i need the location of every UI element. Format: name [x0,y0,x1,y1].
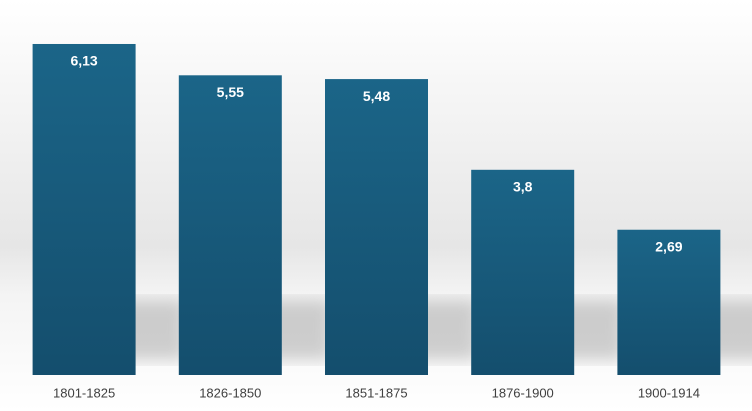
value-label: 2,69 [655,238,682,254]
value-label: 3,8 [513,179,533,195]
x-tick-label: 1826-1850 [199,385,261,400]
x-tick-label: 1900-1914 [638,385,700,400]
value-label: 5,48 [363,88,390,104]
bar [471,169,575,375]
bar [178,75,282,376]
bar [325,79,428,375]
x-tick-label: 1801-1825 [53,385,115,400]
value-label: 6,13 [70,53,97,69]
bar [32,43,136,375]
x-tick-label: 1876-1900 [492,385,554,400]
bar [617,229,721,375]
value-label: 5,55 [217,84,244,100]
x-tick-label: 1851-1875 [345,385,407,400]
